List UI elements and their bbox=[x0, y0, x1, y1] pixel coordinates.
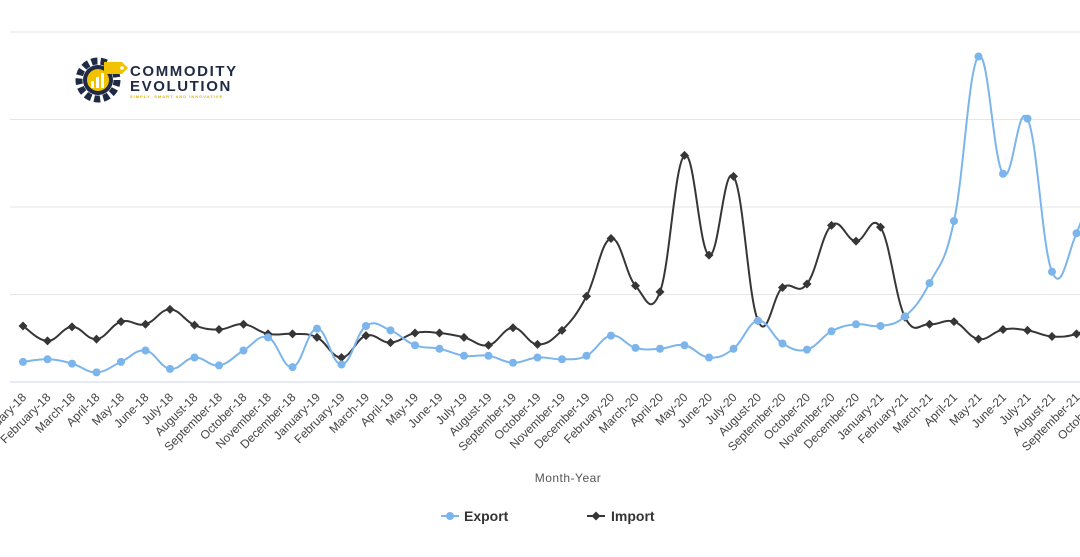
x-axis-tick-labels: January-18February-18March-18April-18May… bbox=[0, 390, 1080, 454]
import-data-point bbox=[582, 292, 591, 301]
import-data-point bbox=[460, 333, 469, 342]
export-data-point bbox=[240, 347, 248, 355]
export-data-point bbox=[607, 332, 615, 340]
export-data-point bbox=[705, 354, 713, 362]
export-series-line bbox=[23, 56, 1080, 372]
import-data-point bbox=[533, 340, 542, 349]
export-data-point bbox=[950, 217, 958, 225]
x-axis-title: Month-Year bbox=[535, 471, 602, 485]
export-data-point bbox=[166, 365, 174, 373]
export-data-point bbox=[779, 340, 787, 348]
export-data-point bbox=[338, 361, 346, 369]
export-data-point bbox=[68, 360, 76, 368]
export-data-point bbox=[1024, 115, 1032, 123]
import-data-point bbox=[484, 341, 493, 350]
import-data-point bbox=[68, 322, 77, 331]
import-data-point bbox=[729, 172, 738, 181]
import-data-point bbox=[950, 317, 959, 326]
export-data-point bbox=[901, 312, 909, 320]
export-data-point bbox=[583, 352, 591, 360]
export-data-point bbox=[313, 325, 321, 333]
import-data-point bbox=[239, 320, 248, 329]
export-data-point bbox=[485, 352, 493, 360]
import-data-point bbox=[141, 320, 150, 329]
export-data-point bbox=[93, 368, 101, 376]
commodity-evolution-logo: COMMODITY EVOLUTION SIMPLY. SMART AND IN… bbox=[79, 61, 238, 99]
export-data-point bbox=[411, 341, 419, 349]
export-data-point bbox=[877, 322, 885, 330]
export-data-point bbox=[828, 327, 836, 335]
import-data-point bbox=[411, 329, 420, 338]
export-data-point bbox=[975, 53, 983, 61]
export-data-point bbox=[362, 322, 370, 330]
export-data-point bbox=[436, 345, 444, 353]
import-data-point bbox=[117, 317, 126, 326]
import-data-point bbox=[509, 323, 518, 332]
export-data-point bbox=[999, 170, 1007, 178]
export-data-point bbox=[754, 317, 762, 325]
export-data-point bbox=[289, 363, 297, 371]
import-data-point bbox=[288, 329, 297, 338]
export-data-point bbox=[460, 352, 468, 360]
export-data-point bbox=[142, 347, 150, 355]
export-data-point bbox=[656, 345, 664, 353]
import-data-point bbox=[1048, 332, 1057, 341]
export-data-point bbox=[509, 359, 517, 367]
import-data-point bbox=[925, 320, 934, 329]
import-data-point bbox=[974, 335, 983, 344]
price-tag-icon bbox=[104, 62, 128, 74]
import-data-point bbox=[1072, 329, 1080, 338]
legend-import-label: Import bbox=[611, 508, 655, 524]
import-series-line bbox=[23, 155, 1080, 358]
export-data-point bbox=[1073, 229, 1080, 237]
export-data-point bbox=[264, 333, 272, 341]
export-data-point bbox=[852, 320, 860, 328]
logo-tagline: SIMPLY. SMART AND INNOVATIVE bbox=[130, 94, 223, 99]
export-data-point bbox=[926, 279, 934, 287]
import-data-point bbox=[215, 325, 224, 334]
import-data-point bbox=[43, 336, 52, 345]
export-data-point bbox=[681, 341, 689, 349]
export-data-point bbox=[1048, 268, 1056, 276]
legend-export-marker bbox=[446, 512, 454, 520]
export-data-point bbox=[44, 355, 52, 363]
legend: Export Import bbox=[441, 508, 655, 524]
export-data-point bbox=[803, 346, 811, 354]
export-data-point bbox=[191, 354, 199, 362]
import-data-point bbox=[362, 331, 371, 340]
import-data-point bbox=[190, 321, 199, 330]
import-data-point bbox=[852, 237, 861, 246]
export-data-point bbox=[117, 358, 125, 366]
legend-export-label: Export bbox=[464, 508, 509, 524]
export-data-point bbox=[19, 358, 27, 366]
import-data-point bbox=[386, 338, 395, 347]
legend-import-marker bbox=[592, 512, 601, 521]
export-data-point bbox=[387, 326, 395, 334]
import-data-point bbox=[166, 305, 175, 314]
export-data-point bbox=[730, 345, 738, 353]
import-data-point bbox=[999, 325, 1008, 334]
series-layer bbox=[19, 53, 1080, 377]
legend-item-import[interactable]: Import bbox=[587, 508, 655, 524]
export-data-point bbox=[632, 344, 640, 352]
export-data-point bbox=[534, 354, 542, 362]
import-data-point bbox=[92, 335, 101, 344]
export-data-point bbox=[215, 361, 223, 369]
import-data-point bbox=[1023, 326, 1032, 335]
legend-item-export[interactable]: Export bbox=[441, 508, 509, 524]
import-data-point bbox=[656, 287, 665, 296]
logo-line-2: EVOLUTION bbox=[130, 78, 232, 95]
export-data-point bbox=[558, 355, 566, 363]
import-data-point bbox=[435, 329, 444, 338]
